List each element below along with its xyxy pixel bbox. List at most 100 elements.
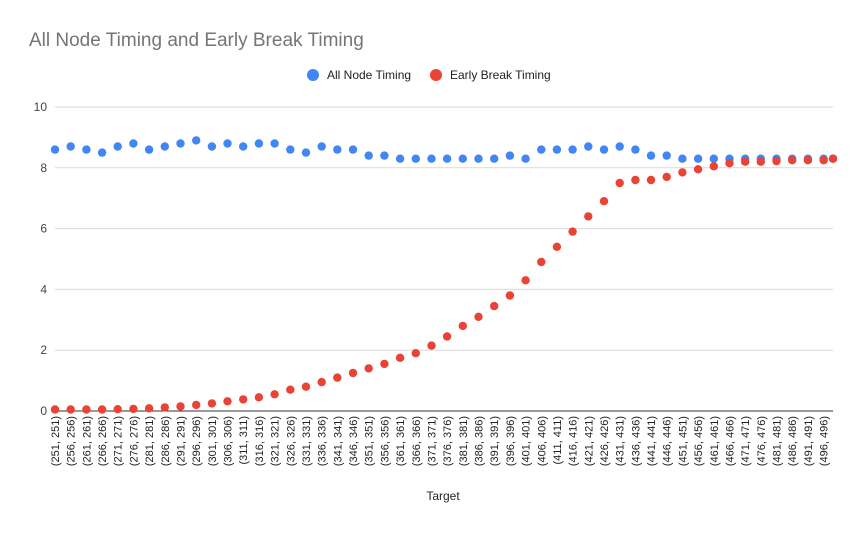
x-axis-ticks: (251, 251) (256, 256) (261, 261) (266, 266)… — [50, 416, 831, 466]
data-point — [317, 377, 326, 387]
data-point — [176, 139, 185, 148]
y-tick-label: 4 — [40, 282, 47, 296]
data-point — [521, 154, 530, 163]
data-point — [828, 154, 838, 163]
data-point — [223, 397, 232, 406]
data-point — [97, 405, 107, 414]
x-tick-label: (386, 386) — [474, 416, 486, 466]
x-tick-label: (401, 401) — [521, 416, 533, 466]
data-point — [568, 145, 577, 154]
data-point — [568, 227, 577, 236]
y-tick-label: 8 — [40, 161, 47, 175]
gridlines — [55, 106, 833, 412]
data-point — [537, 145, 546, 154]
x-tick-label: (416, 416) — [568, 416, 580, 466]
x-tick-label: (326, 326) — [285, 416, 297, 466]
x-tick-label: (466, 466) — [724, 416, 736, 466]
data-point — [129, 404, 138, 414]
data-point — [239, 395, 248, 404]
data-point — [395, 353, 405, 362]
data-point — [615, 142, 624, 151]
data-point — [725, 159, 734, 168]
data-point — [803, 156, 813, 165]
y-tick-label: 2 — [40, 343, 47, 357]
data-point — [819, 156, 828, 165]
x-tick-label: (436, 436) — [630, 416, 642, 466]
data-point — [474, 154, 483, 163]
data-point — [333, 145, 342, 154]
data-point — [646, 175, 656, 185]
data-series — [50, 136, 838, 414]
data-point — [599, 145, 609, 154]
y-tick-label: 0 — [40, 404, 47, 418]
data-point — [411, 154, 420, 163]
data-point — [490, 154, 499, 163]
data-point — [286, 385, 295, 394]
data-point — [584, 142, 593, 151]
x-tick-label: (426, 426) — [599, 416, 611, 466]
y-tick-label: 10 — [34, 100, 48, 114]
data-point — [646, 151, 656, 160]
x-tick-label: (371, 371) — [426, 416, 438, 466]
data-point — [380, 359, 389, 369]
data-point — [693, 154, 703, 163]
x-tick-label: (276, 276) — [128, 416, 140, 466]
data-point — [207, 142, 217, 151]
legend-marker-all-node-timing — [307, 69, 319, 81]
x-tick-label: (311, 311) — [238, 416, 250, 465]
x-tick-label: (486, 486) — [787, 416, 799, 466]
x-tick-label: (316, 316) — [254, 416, 266, 466]
data-point — [348, 368, 358, 378]
data-point — [364, 151, 373, 160]
x-tick-label: (411, 411) — [552, 416, 564, 465]
x-tick-label: (476, 476) — [756, 416, 768, 466]
data-point — [207, 399, 217, 408]
legend-marker-early-break-timing — [430, 69, 442, 81]
data-point — [50, 145, 60, 154]
y-axis-ticks: 0 2 4 6 8 10 — [34, 100, 48, 418]
x-tick-label: (471, 471) — [740, 416, 752, 466]
x-tick-label: (271, 271) — [113, 416, 125, 466]
data-point — [333, 373, 342, 382]
x-tick-label: (261, 261) — [81, 416, 93, 466]
data-point — [427, 154, 436, 163]
x-tick-label: (306, 306) — [223, 416, 235, 466]
x-tick-label: (296, 296) — [191, 416, 203, 466]
x-tick-label: (301, 301) — [207, 416, 219, 466]
data-point — [552, 145, 562, 154]
data-point — [678, 168, 687, 177]
data-point — [537, 257, 546, 267]
data-point — [662, 151, 671, 160]
data-point — [82, 405, 91, 414]
data-point — [129, 139, 138, 148]
data-point — [631, 175, 640, 185]
data-point — [113, 405, 122, 414]
data-point — [176, 402, 185, 411]
x-tick-label: (291, 291) — [175, 416, 187, 466]
data-point — [788, 156, 797, 165]
x-tick-label: (281, 281) — [144, 416, 156, 466]
data-point — [505, 291, 515, 300]
data-point — [709, 162, 718, 171]
data-point — [411, 349, 420, 358]
x-tick-label: (351, 351) — [364, 416, 376, 466]
data-point — [395, 154, 405, 163]
data-point — [66, 142, 75, 151]
x-tick-label: (456, 456) — [693, 416, 705, 466]
x-tick-label: (491, 491) — [803, 416, 815, 466]
data-point — [270, 139, 279, 148]
x-tick-label: (421, 421) — [583, 416, 595, 466]
series-all-node-timing — [50, 136, 838, 163]
data-point — [678, 154, 687, 163]
data-point — [223, 139, 232, 148]
x-tick-label: (366, 366) — [411, 416, 423, 466]
x-tick-label: (376, 376) — [442, 416, 454, 466]
x-tick-label: (406, 406) — [536, 416, 548, 466]
x-tick-label: (321, 321) — [270, 416, 282, 466]
x-tick-label: (441, 441) — [646, 416, 658, 466]
x-tick-label: (346, 346) — [348, 416, 360, 466]
data-point — [97, 148, 107, 157]
data-point — [144, 145, 154, 154]
x-tick-label: (336, 336) — [317, 416, 329, 466]
